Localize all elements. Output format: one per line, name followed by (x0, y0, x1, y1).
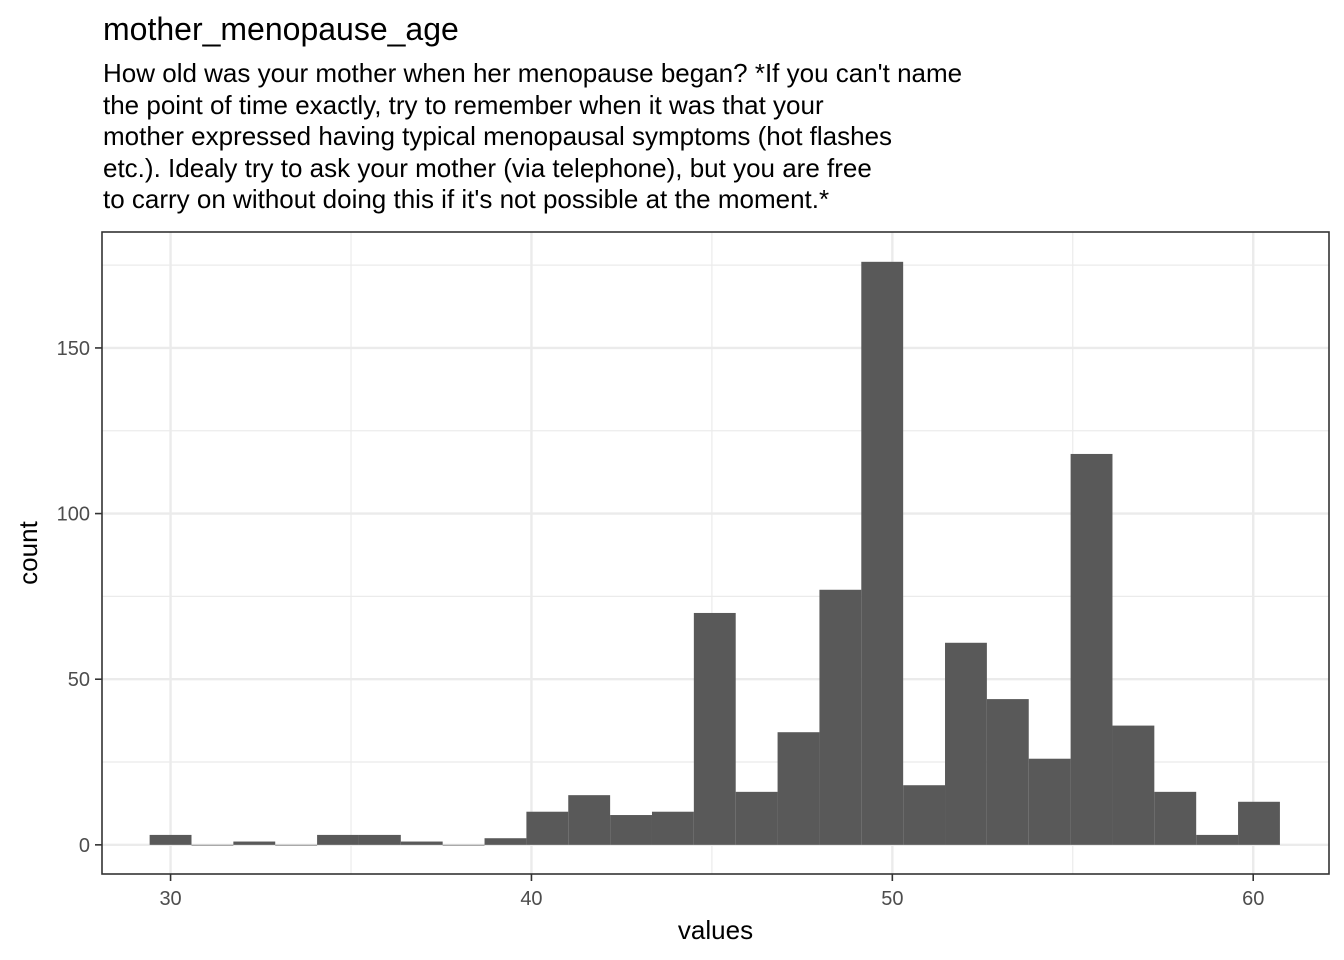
histogram-bars (149, 261, 1280, 846)
histogram-bar (693, 612, 736, 845)
histogram-bar (233, 841, 276, 845)
histogram-bar (1028, 758, 1071, 845)
histogram-bar (191, 844, 234, 846)
subtitle-line: How old was your mother when her menopau… (103, 58, 963, 88)
histogram-bar (1238, 801, 1280, 845)
histogram-bar (610, 815, 652, 845)
histogram-bar (903, 785, 946, 845)
histogram-bar (1196, 834, 1239, 845)
chart-subtitle: How old was your mother when her menopau… (103, 58, 962, 216)
y-axis: 0 50 100 150 (57, 338, 102, 857)
chart-title: mother_menopause_age (103, 11, 459, 47)
histogram-bar (484, 838, 527, 845)
histogram-bar (986, 699, 1029, 845)
histogram-bar (1070, 453, 1113, 845)
histogram-bar (275, 844, 318, 846)
subtitle-line: mother expressed having typical menopaus… (103, 121, 893, 152)
subtitle-line: etc.). Idealy try to ask your mother (vi… (103, 152, 872, 183)
y-axis-title: count (13, 520, 43, 584)
x-axis-title: values (678, 915, 753, 945)
histogram-bar (1154, 791, 1197, 845)
histogram-bar (945, 642, 987, 845)
x-tick-label: 40 (520, 888, 542, 910)
histogram-bar (819, 589, 862, 845)
y-tick-label: 100 (57, 504, 90, 526)
histogram-bar (861, 261, 904, 845)
x-tick-label: 60 (1242, 888, 1264, 910)
histogram-bar (735, 791, 778, 845)
histogram-bar (149, 834, 192, 845)
panel-border (101, 231, 1330, 875)
subtitle-line: to carry on without doing this if it's n… (103, 184, 830, 215)
histogram-bar (526, 811, 569, 845)
histogram-bar (1112, 725, 1155, 845)
x-tick-label: 50 (881, 888, 903, 910)
histogram-bar (777, 732, 820, 845)
histogram-bar (317, 834, 359, 845)
y-tick-label: 50 (68, 669, 90, 691)
histogram-bar (400, 841, 443, 845)
x-tick-label: 30 (159, 888, 181, 910)
histogram-bar (651, 811, 694, 845)
subtitle-line: the point of time exactly, try to rememb… (103, 89, 824, 120)
histogram-bar (358, 834, 401, 845)
y-tick-label: 0 (79, 835, 90, 857)
y-tick-label: 150 (57, 338, 90, 360)
histogram-bar (442, 844, 485, 846)
histogram-bar (568, 795, 611, 845)
x-axis: 30 40 50 60 (159, 874, 1264, 910)
